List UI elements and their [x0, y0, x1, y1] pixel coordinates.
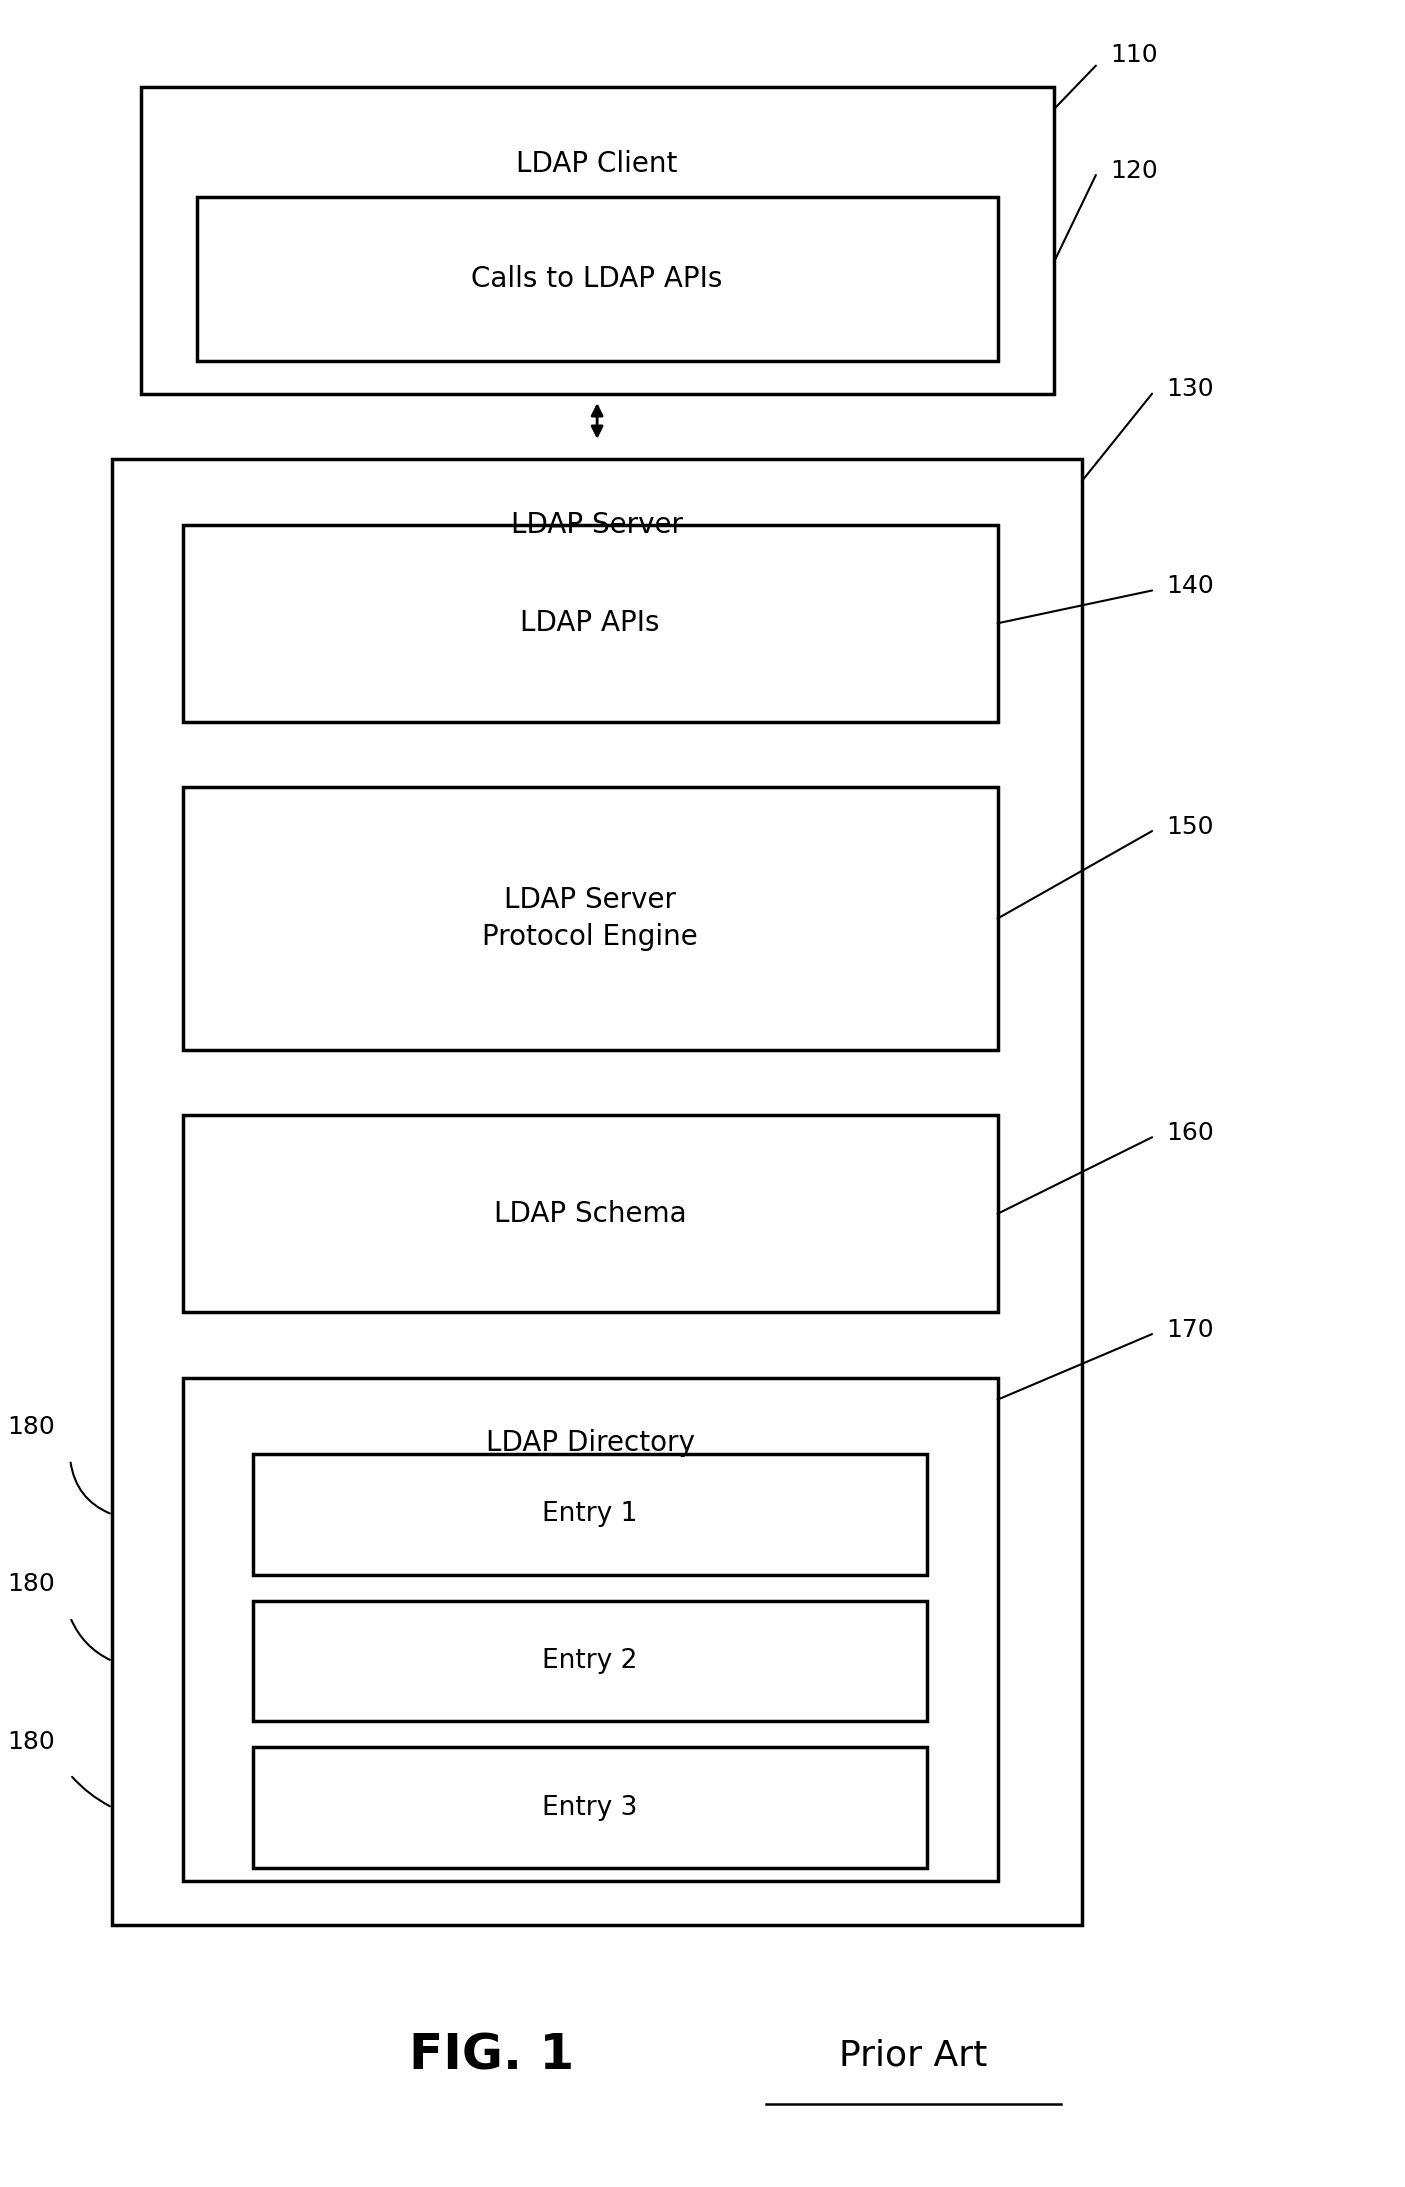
- Bar: [253, 1601, 927, 1721]
- Bar: [253, 1454, 927, 1575]
- Text: LDAP APIs: LDAP APIs: [520, 610, 660, 636]
- Bar: [183, 1115, 998, 1312]
- Text: Entry 1: Entry 1: [542, 1502, 638, 1527]
- Text: Entry 3: Entry 3: [542, 1796, 638, 1820]
- Text: LDAP Server
Protocol Engine: LDAP Server Protocol Engine: [482, 886, 698, 951]
- Text: Entry 2: Entry 2: [542, 1649, 638, 1673]
- Text: LDAP Server: LDAP Server: [511, 512, 683, 538]
- Text: 130: 130: [1166, 378, 1214, 400]
- Bar: [253, 1747, 927, 1868]
- Text: 150: 150: [1166, 816, 1214, 838]
- Bar: [183, 525, 998, 722]
- Text: 110: 110: [1110, 44, 1158, 66]
- Bar: [140, 87, 1054, 394]
- Text: 180: 180: [7, 1572, 55, 1597]
- Text: LDAP Schema: LDAP Schema: [493, 1201, 687, 1227]
- Text: 180: 180: [7, 1730, 55, 1754]
- Text: 120: 120: [1110, 160, 1158, 182]
- Text: FIG. 1: FIG. 1: [409, 2032, 575, 2080]
- Text: 170: 170: [1166, 1319, 1214, 1341]
- Text: LDAP Client: LDAP Client: [517, 151, 677, 177]
- Text: 180: 180: [7, 1415, 55, 1439]
- Text: Calls to LDAP APIs: Calls to LDAP APIs: [472, 265, 722, 293]
- Text: LDAP Directory: LDAP Directory: [486, 1430, 694, 1457]
- Bar: [183, 787, 998, 1050]
- Text: Prior Art: Prior Art: [839, 2038, 988, 2073]
- Bar: [112, 459, 1082, 1925]
- Bar: [183, 1378, 998, 1881]
- Text: 160: 160: [1166, 1122, 1214, 1144]
- Bar: [197, 197, 998, 361]
- Text: 140: 140: [1166, 575, 1214, 597]
